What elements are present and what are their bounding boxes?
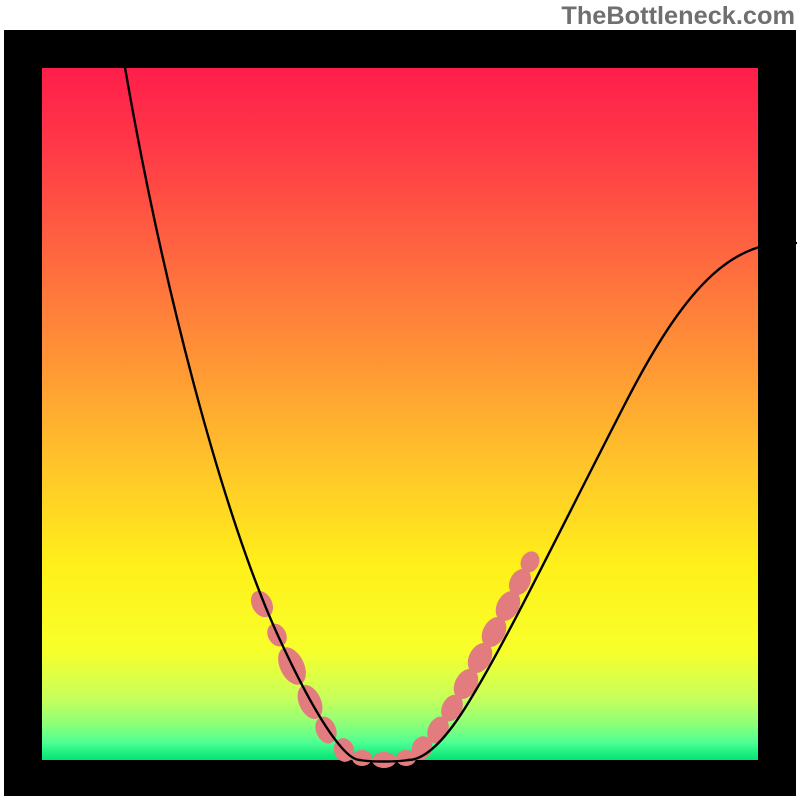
- chart-stage: TheBottleneck.com: [0, 0, 800, 800]
- highlight-blob: [372, 752, 396, 768]
- highlight-markers: [247, 548, 544, 768]
- curve-layer: [0, 0, 800, 800]
- watermark-text: TheBottleneck.com: [561, 2, 795, 31]
- bottleneck-curve-left: [120, 38, 360, 760]
- highlight-blob: [247, 587, 278, 621]
